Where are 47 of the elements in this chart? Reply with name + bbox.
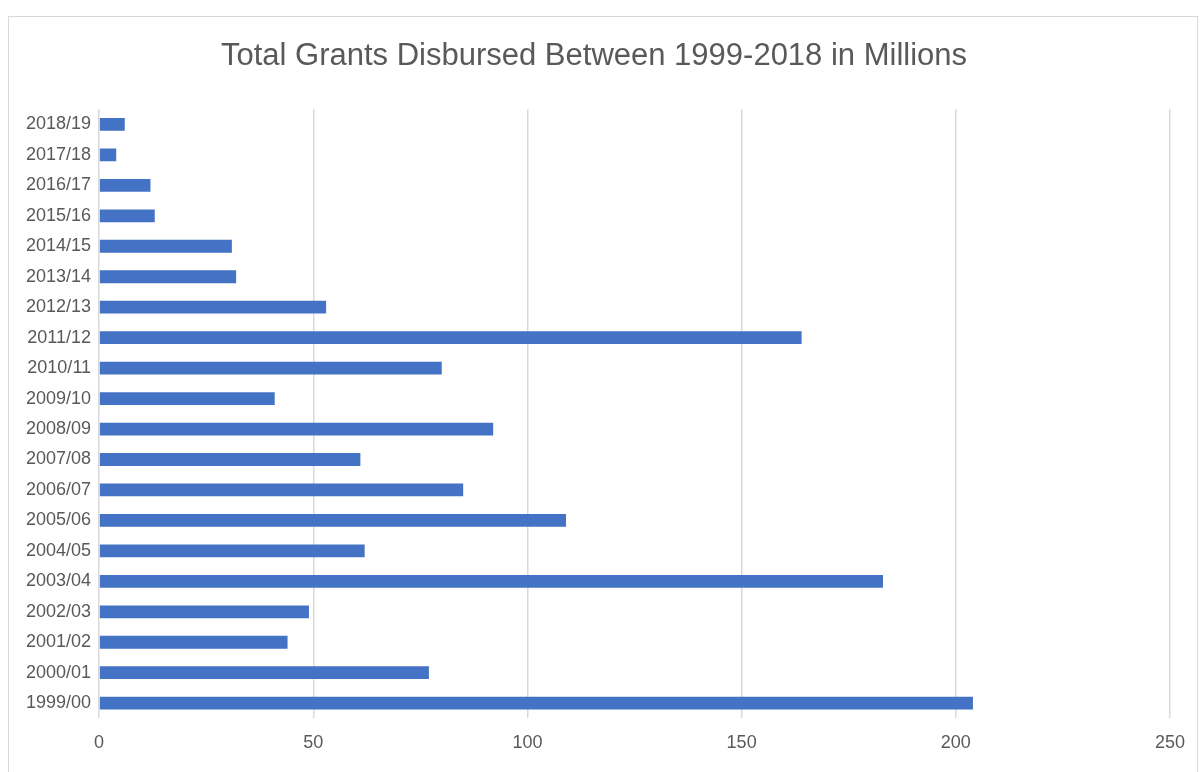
bar <box>99 544 365 558</box>
x-tick-label: 250 <box>1154 732 1186 753</box>
y-tick-label: 2001/02 <box>25 631 92 652</box>
y-tick-label: 2014/15 <box>25 235 92 256</box>
bar <box>99 574 883 588</box>
bar <box>99 118 125 131</box>
x-tick-label: 200 <box>940 732 971 753</box>
bar <box>99 239 232 253</box>
bar <box>99 361 442 375</box>
chart-title: Total Grants Disbursed Between 1999-2018 in Millions <box>220 37 968 73</box>
y-tick-label: 2015/16 <box>25 204 92 225</box>
y-tick-label: 2018/19 <box>25 113 92 134</box>
bar <box>99 514 566 527</box>
bar <box>99 696 973 710</box>
y-tick-label: 2000/01 <box>25 661 92 682</box>
y-tick-label: 2011/12 <box>27 326 92 347</box>
x-tick-label: 150 <box>726 732 757 753</box>
bar <box>99 605 309 619</box>
y-tick-label: 2005/06 <box>25 509 92 530</box>
bar <box>99 270 237 284</box>
bar <box>99 300 327 314</box>
bar <box>99 209 155 223</box>
x-tick-label: 100 <box>512 732 543 753</box>
y-tick-label: 2009/10 <box>25 387 92 408</box>
bar <box>99 635 288 649</box>
x-tick-label: 50 <box>303 732 324 753</box>
bar <box>99 483 464 497</box>
bar <box>99 666 429 680</box>
y-tick-label: 2006/07 <box>25 478 92 499</box>
y-tick-label: 2013/14 <box>25 265 92 286</box>
bar <box>99 331 802 345</box>
y-tick-label: 2007/08 <box>25 448 92 469</box>
y-tick-label: 1999/00 <box>25 692 92 713</box>
bar <box>99 392 275 405</box>
y-tick-label: 2010/11 <box>27 357 92 378</box>
y-tick-label: 2012/13 <box>25 296 92 317</box>
x-tick-label: 0 <box>94 732 105 753</box>
bar <box>99 178 151 192</box>
bar <box>99 148 117 162</box>
y-tick-label: 2016/17 <box>25 174 92 195</box>
y-tick-label: 2008/09 <box>25 418 92 438</box>
y-tick-label: 2017/18 <box>25 143 92 164</box>
bar <box>99 422 494 436</box>
y-tick-label: 2002/03 <box>25 600 92 621</box>
y-tick-label: 2003/04 <box>25 570 92 591</box>
y-tick-label: 2004/05 <box>25 539 92 560</box>
bar <box>99 453 361 466</box>
